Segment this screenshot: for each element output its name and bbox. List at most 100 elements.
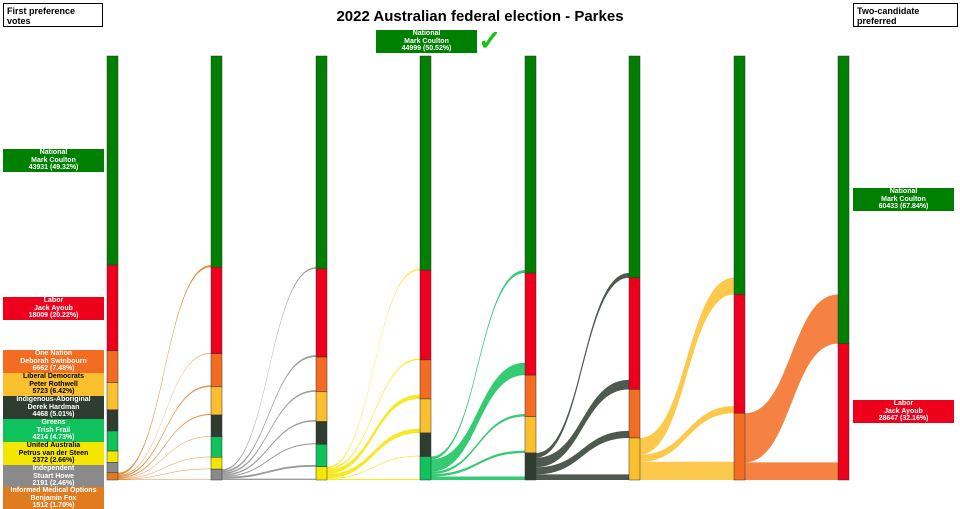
vote-bar-greens bbox=[106, 430, 119, 452]
winner-votes: 44999 (50.52%) bbox=[401, 45, 452, 53]
vote-bar-liberal-democrats bbox=[106, 382, 119, 411]
vote-bar-one-nation bbox=[419, 359, 432, 400]
vote-bar-indigenous-aboriginal bbox=[106, 409, 119, 432]
candidate-votes: 4468 (5.01%) bbox=[32, 411, 75, 419]
candidate-label: Liberal Democrats Peter Rothwell 5723 (6.4… bbox=[3, 373, 104, 396]
preference-flow bbox=[118, 468, 211, 480]
vote-bar-one-nation bbox=[733, 412, 746, 481]
preference-flow bbox=[118, 352, 211, 476]
candidate-name: Jack Ayoub bbox=[34, 304, 73, 312]
preference-flow bbox=[327, 268, 420, 469]
candidate-name: Benjamin Fox bbox=[30, 494, 77, 502]
candidate-label: National Mark Coulton 43931 (49.32%) bbox=[3, 149, 104, 172]
vote-bar-labor bbox=[106, 264, 119, 352]
preference-flow bbox=[118, 414, 211, 479]
vote-bar-labor bbox=[837, 343, 850, 481]
vote-bar-labor bbox=[524, 272, 537, 376]
preference-flow bbox=[536, 379, 629, 468]
preference-flow bbox=[327, 455, 420, 479]
winner-name: Mark Coulton bbox=[404, 37, 449, 45]
candidate-label: Labor Jack Ayoub 18009 (20.22%) bbox=[3, 297, 104, 320]
candidate-votes: 43931 (49.32%) bbox=[28, 164, 79, 172]
vote-bar-national bbox=[315, 55, 328, 270]
preference-flow bbox=[222, 355, 316, 473]
candidate-votes: 18009 (20.22%) bbox=[28, 312, 79, 320]
vote-bar-greens bbox=[210, 436, 223, 458]
vote-bar-greens bbox=[315, 444, 328, 468]
candidate-party: One Nation bbox=[34, 349, 73, 357]
preference-flow bbox=[536, 430, 629, 475]
vote-bar-national bbox=[524, 55, 537, 274]
candidate-party: United Australia bbox=[26, 441, 81, 449]
candidate-votes: 6662 (7.48%) bbox=[32, 365, 75, 373]
vote-bar-labor bbox=[210, 266, 223, 354]
preference-flow bbox=[327, 358, 420, 470]
tcp-name: Jack Ayoub bbox=[884, 407, 923, 415]
winner-label: National Mark Coulton 44999 (50.52%) bbox=[376, 30, 477, 53]
candidate-label: Indigenous-Aboriginal Derek Hardman 4468 (… bbox=[3, 396, 104, 419]
vote-bar-national bbox=[210, 55, 223, 268]
candidate-party: Labor bbox=[43, 296, 64, 304]
vote-bar-indigenous-aboriginal bbox=[315, 421, 328, 445]
vote-bar-informed-medical-options bbox=[106, 472, 119, 481]
candidate-name: Mark Coulton bbox=[31, 156, 76, 164]
preference-flow bbox=[327, 478, 420, 480]
vote-bar-one-nation bbox=[524, 374, 537, 417]
candidate-name: Petrus van der Steen bbox=[18, 449, 89, 457]
candidate-name: Trish Frail bbox=[36, 426, 71, 434]
candidate-label: Informed Medical Options Benjamin Fox 1512… bbox=[3, 487, 104, 509]
vote-bar-independent bbox=[210, 468, 223, 481]
tcp-label: National Mark Coulton 60433 (67.84%) bbox=[853, 188, 954, 211]
vote-bar-indigenous-aboriginal bbox=[210, 414, 223, 437]
preference-flow bbox=[536, 474, 629, 480]
vote-bar-greens bbox=[419, 456, 432, 481]
candidate-party: Greens bbox=[41, 418, 66, 426]
vote-bar-liberal-democrats bbox=[628, 437, 641, 481]
vote-bar-liberal-democrats bbox=[524, 416, 537, 454]
candidate-votes: 1512 (1.70%) bbox=[32, 502, 75, 509]
vote-bar-united-australia bbox=[210, 457, 223, 470]
vote-bar-liberal-democrats bbox=[419, 398, 432, 434]
preference-flow bbox=[745, 294, 838, 463]
candidate-party: Indigenous-Aboriginal bbox=[16, 395, 91, 403]
candidate-name: Derek Hardman bbox=[27, 403, 80, 411]
preference-flow bbox=[222, 419, 316, 476]
vote-bar-national bbox=[733, 55, 746, 295]
preference-flow bbox=[431, 414, 525, 475]
preference-flow bbox=[327, 394, 420, 474]
chart-title: 2022 Australian federal election - Parke… bbox=[336, 8, 624, 25]
vote-bar-united-australia bbox=[106, 450, 119, 463]
candidate-party: Independent bbox=[32, 464, 75, 472]
tcp-party: National bbox=[889, 187, 918, 195]
vote-bar-one-nation bbox=[315, 356, 328, 393]
vote-bar-one-nation bbox=[106, 350, 119, 383]
tcp-votes: 60433 (67.84%) bbox=[878, 203, 929, 211]
vote-bar-united-australia bbox=[315, 466, 328, 481]
first-preference-header: First preference votes bbox=[3, 3, 103, 27]
preference-flow bbox=[118, 385, 211, 478]
candidate-name: Deborah Swinbourn bbox=[20, 357, 87, 365]
candidate-party: National bbox=[39, 148, 68, 156]
vote-bar-one-nation bbox=[210, 353, 223, 388]
preference-flow bbox=[118, 265, 211, 475]
preference-flow bbox=[222, 443, 316, 477]
preference-flow bbox=[222, 267, 316, 471]
candidate-party: Informed Medical Options bbox=[10, 486, 97, 494]
vote-bar-independent bbox=[106, 462, 119, 474]
vote-bar-one-nation bbox=[628, 389, 641, 439]
candidate-label: One Nation Deborah Swinbourn 6662 (7.48%) bbox=[3, 350, 104, 373]
vote-bar-labor bbox=[315, 268, 328, 358]
preference-flow bbox=[222, 464, 316, 479]
two-candidate-header: Two-candidate preferred bbox=[853, 3, 958, 27]
candidate-votes: 2191 (2.46%) bbox=[32, 480, 75, 488]
candidate-party: Liberal Democrats bbox=[22, 372, 85, 380]
vote-bar-national bbox=[419, 55, 432, 271]
vote-bar-indigenous-aboriginal bbox=[419, 432, 432, 457]
candidate-label: Independent Stuart Howe 2191 (2.46%) bbox=[3, 465, 104, 488]
tcp-votes: 28647 (32.16%) bbox=[878, 415, 929, 423]
tcp-name: Mark Coulton bbox=[881, 195, 926, 203]
preference-flow bbox=[431, 270, 525, 460]
preference-flow bbox=[640, 461, 734, 480]
